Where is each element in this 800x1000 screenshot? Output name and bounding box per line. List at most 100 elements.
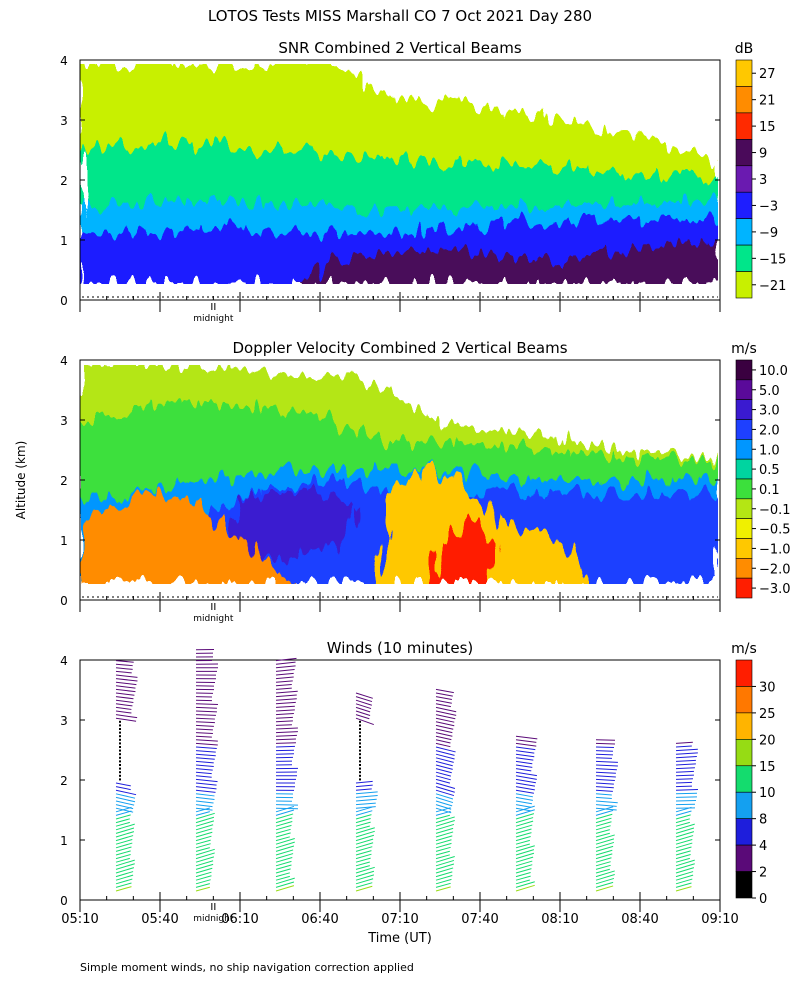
wind-barb (355, 885, 373, 892)
wind-barb (675, 835, 694, 842)
wind-barb (515, 836, 531, 842)
wind-barb (355, 878, 374, 885)
wind-barb (675, 755, 697, 759)
wind-barb (355, 850, 372, 856)
wind-barb (515, 828, 532, 834)
wind-barb (355, 798, 377, 802)
missing-wind-dot (119, 749, 121, 752)
wind-barb (275, 841, 295, 849)
wind-barb (195, 760, 214, 764)
wind-barb (355, 710, 371, 716)
wind-barb (675, 774, 694, 777)
wind-barb (275, 716, 293, 719)
wind-barb (115, 660, 134, 663)
missing-wind-dot (119, 753, 121, 756)
wind-barb (675, 878, 693, 885)
missing-wind-dot (119, 760, 121, 763)
wind-barb (515, 796, 533, 801)
wind-barb (115, 882, 132, 888)
wind-barb (275, 836, 290, 842)
wind-barb (195, 847, 210, 852)
wind-barb (195, 786, 217, 790)
wind-barb (675, 874, 694, 881)
snr-colorbar-segment (735, 112, 753, 140)
wind-barb (515, 807, 532, 812)
wind-barb (435, 703, 451, 708)
doppler-colorbar-label: 0.1 (759, 483, 780, 498)
wind-barb (115, 878, 133, 885)
wind-barb (355, 830, 375, 838)
wind-barb (595, 864, 611, 870)
wind-barb (195, 789, 216, 793)
wind-barb (355, 846, 373, 852)
wind-barb (275, 684, 292, 687)
doppler-colorbar-segment (735, 379, 753, 400)
missing-wind-dot (119, 720, 121, 723)
wind-barb (435, 732, 453, 737)
wind-barb (355, 814, 372, 820)
wind-barb (595, 809, 614, 816)
wind-barb (515, 778, 536, 784)
doppler-colorbar-label: −0.5 (759, 523, 791, 538)
wind-barb (275, 694, 297, 698)
winds-colorbar-unit: m/s (731, 641, 757, 657)
missing-wind-dot (359, 735, 361, 738)
winds-colorbar-label: 10 (759, 786, 776, 801)
wind-barb (435, 835, 453, 842)
wind-barb (515, 824, 533, 831)
winds-ytick-label: 1 (60, 834, 68, 848)
wind-barb (275, 669, 295, 672)
snr-panel-title: SNR Combined 2 Vertical Beams (278, 39, 521, 57)
wind-barb (595, 746, 614, 749)
wind-barb (515, 832, 532, 838)
wind-barb (435, 854, 450, 860)
wind-barb (435, 793, 454, 800)
wind-barb (195, 735, 212, 738)
wind-barb (435, 804, 452, 810)
doppler-ytick-label: 4 (60, 354, 68, 368)
wind-barb (675, 763, 696, 766)
wind-barb (675, 778, 693, 780)
wind-barb (195, 703, 218, 705)
wind-barb (675, 850, 691, 856)
wind-barb (435, 878, 452, 885)
wind-barb (275, 805, 295, 813)
wind-barb (435, 721, 455, 727)
wind-barb (435, 796, 454, 804)
doppler-layer-orange-west (80, 490, 300, 584)
wind-barb (275, 665, 296, 669)
wind-barb (595, 750, 613, 752)
winds-colorbar-label: 2 (759, 866, 767, 881)
axes-ticks: 01234midnight01234midnight01234midnight0… (60, 54, 739, 927)
doppler-colorbar-label: −3.0 (759, 582, 791, 597)
wind-barb (675, 857, 690, 863)
snr-colorbar-label: 27 (759, 67, 776, 82)
wind-barb (275, 845, 295, 852)
wind-barb (115, 699, 134, 703)
wind-barb (355, 806, 376, 809)
wind-barb (595, 845, 614, 852)
wind-barb (355, 866, 375, 874)
wind-barb (675, 814, 691, 820)
wind-barb (115, 831, 135, 838)
wind-barb (595, 849, 613, 856)
doppler-colorbar-label: 5.0 (759, 384, 780, 399)
wind-barb (435, 699, 452, 704)
wind-barb (115, 688, 136, 693)
missing-wind-dot (359, 746, 361, 748)
winds-colorbar-segment (735, 765, 753, 793)
wind-barb (435, 807, 452, 814)
wind-barb (115, 692, 135, 696)
wind-barb (275, 809, 295, 816)
wind-barb (435, 867, 454, 874)
wind-barb (115, 685, 136, 689)
snr-colorbar-label: 21 (759, 94, 776, 109)
wind-barb (595, 753, 613, 756)
wind-barb (115, 886, 132, 892)
wind-barb (435, 850, 450, 856)
missing-wind-dot (359, 764, 361, 766)
wind-barb (515, 768, 532, 772)
wind-barb (435, 746, 456, 753)
missing-wind-dot (119, 778, 121, 781)
y-axis-label: Altitude (km) (14, 441, 28, 520)
